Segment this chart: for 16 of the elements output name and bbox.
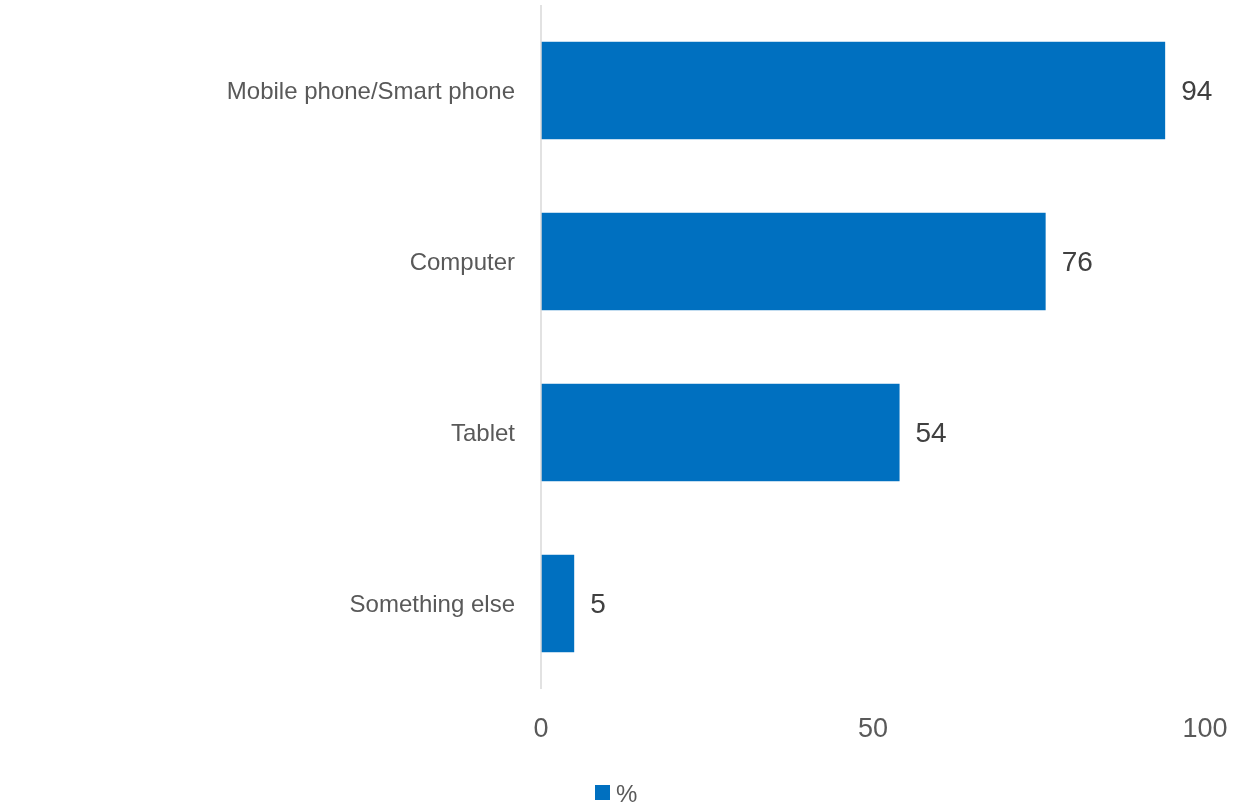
bar <box>541 383 900 482</box>
data-label: 54 <box>915 417 947 448</box>
data-label: 5 <box>590 588 606 619</box>
bar <box>541 554 575 653</box>
legend-label: % <box>616 779 638 804</box>
y-tick-label: Something else <box>349 590 515 617</box>
y-tick-label: Mobile phone/Smart phone <box>226 77 515 104</box>
data-label: 94 <box>1181 75 1213 106</box>
data-label: 76 <box>1061 246 1093 277</box>
x-tick-label: 0 <box>533 713 549 743</box>
y-tick-label: Tablet <box>450 419 516 446</box>
bar <box>541 41 1166 140</box>
y-tick-label: Computer <box>409 248 516 275</box>
x-tick-label: 50 <box>857 713 889 743</box>
x-tick-label: 100 <box>1182 713 1228 743</box>
bar <box>541 212 1046 311</box>
